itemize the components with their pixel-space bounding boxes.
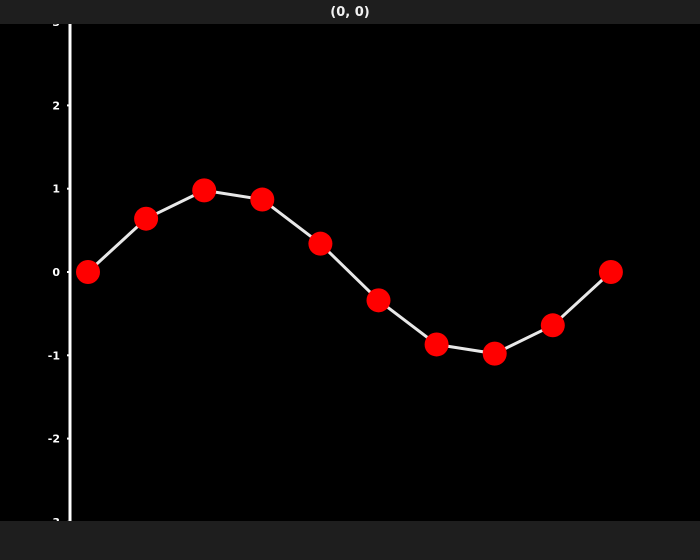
data-point <box>192 178 217 203</box>
data-point <box>424 332 449 357</box>
y-tick-label: 3 <box>52 24 60 29</box>
data-point <box>308 231 333 256</box>
coordinate-readout: (0, 0) <box>0 0 700 24</box>
data-point <box>76 260 100 284</box>
data-point <box>540 313 565 338</box>
data-point <box>134 206 159 231</box>
y-tick-label: 2 <box>52 99 60 112</box>
data-point <box>250 187 275 212</box>
data-point <box>482 341 507 366</box>
status-bar <box>0 521 700 560</box>
data-point <box>598 260 623 284</box>
series-line <box>86 188 612 356</box>
line-chart[interactable]: -3 -2 -1 0 1 2 3 <box>0 24 700 521</box>
plot-canvas[interactable]: -3 -2 -1 0 1 2 3 <box>0 24 700 521</box>
y-tick-label: 1 <box>52 183 60 196</box>
y-tick-label: -3 <box>48 516 60 521</box>
y-tick-label: -1 <box>48 349 60 362</box>
y-tick-label: 0 <box>52 266 60 279</box>
y-tick-label: -2 <box>48 433 60 446</box>
data-point <box>366 288 391 313</box>
